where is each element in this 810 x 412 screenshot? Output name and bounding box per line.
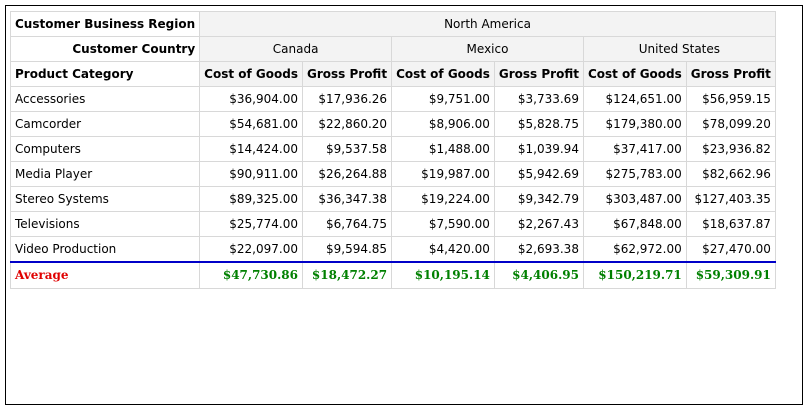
value-cell: $179,380.00 — [582, 111, 687, 137]
value-cell: $27,470.00 — [685, 236, 776, 262]
average-value: $10,195.14 — [391, 260, 495, 289]
value-cell: $23,936.82 — [685, 136, 776, 162]
measure-header: Gross Profit — [493, 61, 584, 87]
average-label: Average — [9, 260, 201, 289]
value-cell: $14,424.00 — [199, 136, 303, 162]
value-cell: $5,942.69 — [493, 161, 584, 187]
report-frame: Customer Business Region North America Cus… — [5, 5, 803, 405]
value-cell: $5,828.75 — [493, 111, 584, 137]
value-cell: $89,325.00 — [199, 186, 303, 212]
crosstab-report: Customer Business Region North America Cus… — [9, 11, 776, 289]
category-header-label: Product Category — [9, 61, 201, 87]
average-value: $59,309.91 — [685, 260, 776, 289]
average-value: $47,730.86 — [199, 260, 303, 289]
value-cell: $6,764.75 — [301, 211, 393, 237]
table-row: Video Production $22,097.00 $9,594.85 $4,42… — [9, 236, 776, 262]
crosstab-body: Customer Business Region North America Cus… — [9, 11, 776, 289]
table-row: Media Player $90,911.00 $26,264.88 $19,987.… — [9, 161, 776, 187]
value-cell: $9,594.85 — [301, 236, 393, 262]
category-cell: Computers — [9, 136, 201, 162]
value-cell: $1,488.00 — [391, 136, 495, 162]
country-header: Mexico — [391, 36, 584, 62]
value-cell: $36,347.38 — [301, 186, 393, 212]
average-value: $150,219.71 — [582, 260, 687, 289]
country-header: United States — [582, 36, 776, 62]
header-row-country: Customer Country Canada Mexico United State… — [9, 36, 776, 62]
value-cell: $78,099.20 — [685, 111, 776, 137]
value-cell: $82,662.96 — [685, 161, 776, 187]
average-value: $18,472.27 — [301, 260, 393, 289]
category-cell: Camcorder — [9, 111, 201, 137]
value-cell: $17,936.26 — [301, 86, 393, 112]
value-cell: $36,904.00 — [199, 86, 303, 112]
average-row: Average $47,730.86 $18,472.27 $10,195.14 $4,… — [9, 260, 776, 289]
value-cell: $22,860.20 — [301, 111, 393, 137]
value-cell: $9,751.00 — [391, 86, 495, 112]
measure-header: Cost of Goods — [391, 61, 495, 87]
average-value: $4,406.95 — [493, 260, 584, 289]
value-cell: $124,651.00 — [582, 86, 687, 112]
value-cell: $9,537.58 — [301, 136, 393, 162]
value-cell: $19,987.00 — [391, 161, 495, 187]
value-cell: $4,420.00 — [391, 236, 495, 262]
table-row: Computers $14,424.00 $9,537.58 $1,488.00 $1,… — [9, 136, 776, 162]
value-cell: $67,848.00 — [582, 211, 687, 237]
value-cell: $26,264.88 — [301, 161, 393, 187]
value-cell: $54,681.00 — [199, 111, 303, 137]
value-cell: $90,911.00 — [199, 161, 303, 187]
table-row: Stereo Systems $89,325.00 $36,347.38 $19,22… — [9, 186, 776, 212]
value-cell: $22,097.00 — [199, 236, 303, 262]
category-cell: Televisions — [9, 211, 201, 237]
value-cell: $2,693.38 — [493, 236, 584, 262]
value-cell: $56,959.15 — [685, 86, 776, 112]
value-cell: $3,733.69 — [493, 86, 584, 112]
category-cell: Stereo Systems — [9, 186, 201, 212]
header-row-measures: Product Category Cost of Goods Gross Profi… — [9, 61, 776, 87]
measure-header: Cost of Goods — [199, 61, 303, 87]
value-cell: $62,972.00 — [582, 236, 687, 262]
country-header-label: Customer Country — [9, 36, 201, 62]
value-cell: $25,774.00 — [199, 211, 303, 237]
region-name: North America — [199, 11, 776, 37]
measure-header: Gross Profit — [301, 61, 393, 87]
category-cell: Media Player — [9, 161, 201, 187]
value-cell: $127,403.35 — [685, 186, 776, 212]
value-cell: $8,906.00 — [391, 111, 495, 137]
value-cell: $18,637.87 — [685, 211, 776, 237]
header-row-region: Customer Business Region North America — [9, 11, 776, 37]
country-header: Canada — [199, 36, 393, 62]
category-cell: Accessories — [9, 86, 201, 112]
value-cell: $7,590.00 — [391, 211, 495, 237]
table-row: Camcorder $54,681.00 $22,860.20 $8,906.00 $5… — [9, 111, 776, 137]
value-cell: $37,417.00 — [582, 136, 687, 162]
value-cell: $19,224.00 — [391, 186, 495, 212]
region-header-label: Customer Business Region — [9, 11, 201, 37]
value-cell: $303,487.00 — [582, 186, 687, 212]
category-cell: Video Production — [9, 236, 201, 262]
value-cell: $275,783.00 — [582, 161, 687, 187]
measure-header: Gross Profit — [685, 61, 776, 87]
value-cell: $2,267.43 — [493, 211, 584, 237]
table-row: Televisions $25,774.00 $6,764.75 $7,590.00 $… — [9, 211, 776, 237]
value-cell: $9,342.79 — [493, 186, 584, 212]
table-row: Accessories $36,904.00 $17,936.26 $9,751.00… — [9, 86, 776, 112]
measure-header: Cost of Goods — [582, 61, 687, 87]
value-cell: $1,039.94 — [493, 136, 584, 162]
